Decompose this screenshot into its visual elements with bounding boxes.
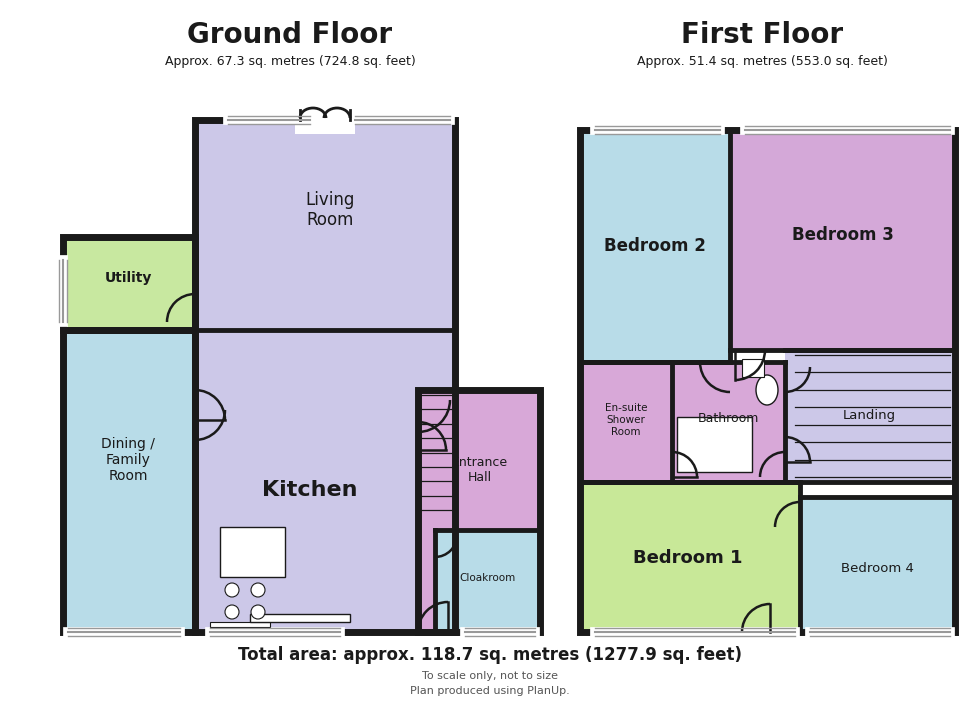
Bar — [63, 237, 195, 330]
Text: Bedroom 3: Bedroom 3 — [792, 226, 894, 244]
Text: To scale only, not to size: To scale only, not to size — [422, 671, 558, 681]
Text: Cloakroom: Cloakroom — [459, 573, 515, 583]
Bar — [220, 527, 285, 577]
Ellipse shape — [756, 375, 778, 405]
Bar — [63, 330, 195, 632]
Bar — [295, 116, 355, 134]
Text: Living
Room: Living Room — [306, 191, 355, 229]
Bar — [63, 330, 195, 632]
Text: Plan produced using PlanUp.: Plan produced using PlanUp. — [410, 686, 570, 696]
Bar — [580, 130, 955, 632]
Bar — [418, 390, 540, 632]
Bar — [742, 359, 764, 377]
Text: Dining /
Family
Room: Dining / Family Room — [101, 436, 155, 483]
Text: Approx. 67.3 sq. metres (724.8 sq. feet): Approx. 67.3 sq. metres (724.8 sq. feet) — [165, 56, 416, 68]
Bar — [195, 330, 455, 632]
Text: Total area: approx. 118.7 sq. metres (1277.9 sq. feet): Total area: approx. 118.7 sq. metres (12… — [238, 646, 742, 664]
Text: Ground Floor: Ground Floor — [187, 21, 393, 49]
Bar — [250, 614, 350, 622]
Bar — [800, 497, 955, 632]
Text: Bedroom 1: Bedroom 1 — [633, 549, 743, 567]
Bar — [580, 362, 672, 482]
Bar — [580, 482, 800, 632]
Text: Kitchen: Kitchen — [263, 480, 358, 500]
Bar — [210, 622, 270, 627]
Circle shape — [251, 605, 265, 619]
Text: Bathroom: Bathroom — [698, 412, 759, 424]
Circle shape — [225, 605, 239, 619]
Circle shape — [225, 583, 239, 597]
Bar — [580, 130, 730, 362]
Text: First Floor: First Floor — [681, 21, 843, 49]
Bar — [730, 130, 955, 350]
Text: Approx. 51.4 sq. metres (553.0 sq. feet): Approx. 51.4 sq. metres (553.0 sq. feet) — [637, 56, 888, 68]
Circle shape — [251, 583, 265, 597]
Bar — [677, 417, 752, 472]
Bar — [63, 237, 195, 330]
Text: Bedroom 4: Bedroom 4 — [841, 562, 913, 575]
Bar — [785, 350, 955, 482]
Bar — [418, 390, 540, 632]
Bar — [195, 120, 455, 330]
Text: Bedroom 2: Bedroom 2 — [604, 237, 706, 255]
Text: Utility: Utility — [104, 271, 152, 285]
Text: En-suite
Shower
Room: En-suite Shower Room — [605, 404, 647, 436]
Bar — [195, 120, 455, 632]
Bar — [672, 362, 785, 482]
Text: Landing: Landing — [843, 409, 896, 422]
Text: Entrance
Hall: Entrance Hall — [452, 456, 508, 484]
Bar — [435, 530, 540, 632]
